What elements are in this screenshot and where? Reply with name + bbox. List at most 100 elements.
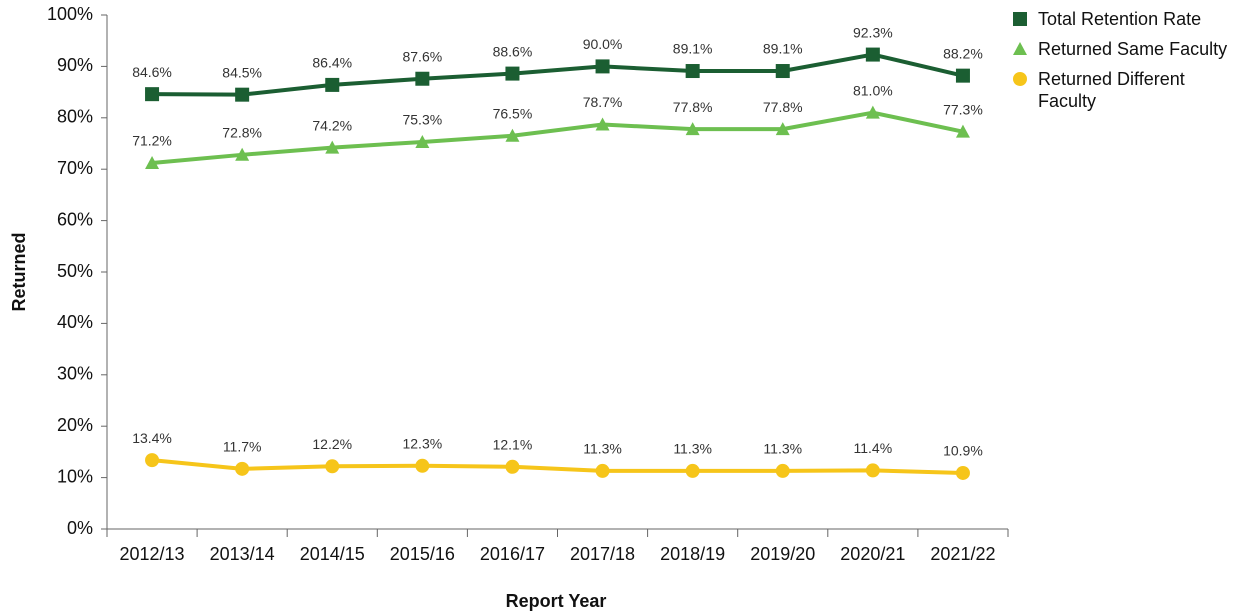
y-tick-label: 100% [47, 4, 93, 24]
x-tick-label: 2012/13 [120, 544, 185, 564]
data-label: 88.2% [943, 45, 983, 61]
marker [235, 87, 250, 102]
marker [325, 77, 340, 92]
marker [955, 124, 970, 138]
data-label: 12.3% [402, 435, 442, 451]
y-tick-label: 0% [67, 518, 93, 538]
data-label: 77.8% [763, 99, 803, 115]
marker [145, 453, 160, 468]
legend-item: Returned Different Faculty [1012, 68, 1242, 112]
legend-icon [1013, 12, 1027, 26]
marker [865, 463, 880, 478]
y-tick-label: 70% [57, 158, 93, 178]
y-tick-label: 30% [57, 364, 93, 384]
data-label: 75.3% [402, 112, 442, 128]
marker [685, 64, 700, 79]
x-tick-label: 2015/16 [390, 544, 455, 564]
data-label: 84.5% [222, 64, 262, 80]
x-tick-label: 2017/18 [570, 544, 635, 564]
data-label: 86.4% [312, 55, 352, 71]
data-label: 88.6% [493, 43, 533, 59]
marker [865, 105, 880, 119]
x-tick-label: 2020/21 [840, 544, 905, 564]
legend-label: Returned Same Faculty [1038, 39, 1228, 59]
marker [325, 140, 340, 154]
data-label: 92.3% [853, 24, 893, 40]
marker [955, 465, 970, 480]
marker [1013, 42, 1027, 55]
marker [415, 71, 430, 86]
marker [865, 47, 880, 62]
data-label: 11.7% [223, 439, 262, 455]
marker [1013, 72, 1027, 86]
data-label: 74.2% [312, 117, 352, 133]
data-label: 78.7% [583, 94, 623, 110]
data-label: 10.9% [943, 443, 983, 459]
y-tick-label: 60% [57, 209, 93, 229]
data-label: 11.4% [854, 440, 893, 456]
x-tick-label: 2014/15 [300, 544, 365, 564]
y-tick-label: 90% [57, 55, 93, 75]
x-tick-label: 2021/22 [930, 544, 995, 564]
data-label: 11.3% [583, 441, 622, 457]
y-tick-label: 50% [57, 261, 93, 281]
marker [685, 463, 700, 478]
marker [145, 87, 160, 102]
legend-icon [1013, 42, 1027, 55]
y-axis-label: Returned [9, 232, 29, 311]
data-label: 11.3% [673, 441, 712, 457]
marker [505, 128, 520, 142]
legend-label: Returned Different Faculty [1038, 69, 1185, 111]
marker [685, 122, 700, 136]
data-label: 87.6% [402, 48, 442, 64]
data-label: 89.1% [673, 41, 713, 57]
legend-label: Total Retention Rate [1038, 9, 1202, 29]
data-label: 90.0% [583, 36, 623, 52]
marker [595, 463, 610, 478]
y-tick-label: 80% [57, 107, 93, 127]
data-label: 12.2% [312, 436, 352, 452]
data-label: 11.3% [763, 441, 802, 457]
data-label: 77.3% [943, 101, 983, 117]
data-label: 84.6% [132, 64, 172, 80]
marker [415, 134, 430, 148]
y-tick-label: 20% [57, 415, 93, 435]
marker [235, 147, 250, 161]
data-label: 13.4% [132, 430, 172, 446]
x-tick-label: 2018/19 [660, 544, 725, 564]
marker [505, 66, 520, 81]
data-label: 77.8% [673, 99, 713, 115]
marker [505, 459, 520, 474]
data-label: 71.2% [132, 133, 172, 149]
legend: Total Retention Rate Returned Same Facult… [1012, 8, 1242, 120]
data-label: 89.1% [763, 41, 803, 57]
data-label: 12.1% [493, 437, 533, 453]
data-label: 76.5% [493, 105, 533, 121]
data-label: 81.0% [853, 82, 893, 98]
data-label: 72.8% [222, 125, 262, 141]
marker [325, 459, 340, 474]
marker [415, 458, 430, 473]
x-axis-label: Report Year [506, 591, 607, 611]
series-line [151, 110, 964, 166]
x-tick-label: 2013/14 [210, 544, 275, 564]
x-tick-label: 2016/17 [480, 544, 545, 564]
series-line [151, 458, 964, 475]
marker [1013, 12, 1027, 26]
marker [775, 463, 790, 478]
marker [955, 68, 970, 83]
marker [235, 461, 250, 476]
marker [775, 122, 790, 136]
series-line [152, 52, 964, 97]
marker [595, 59, 610, 74]
legend-icon [1013, 72, 1027, 86]
legend-item: Total Retention Rate [1012, 8, 1242, 30]
marker [595, 117, 610, 131]
x-tick-label: 2019/20 [750, 544, 815, 564]
y-tick-label: 10% [57, 466, 93, 486]
y-tick-label: 40% [57, 312, 93, 332]
legend-item: Returned Same Faculty [1012, 38, 1242, 60]
marker [775, 64, 790, 79]
